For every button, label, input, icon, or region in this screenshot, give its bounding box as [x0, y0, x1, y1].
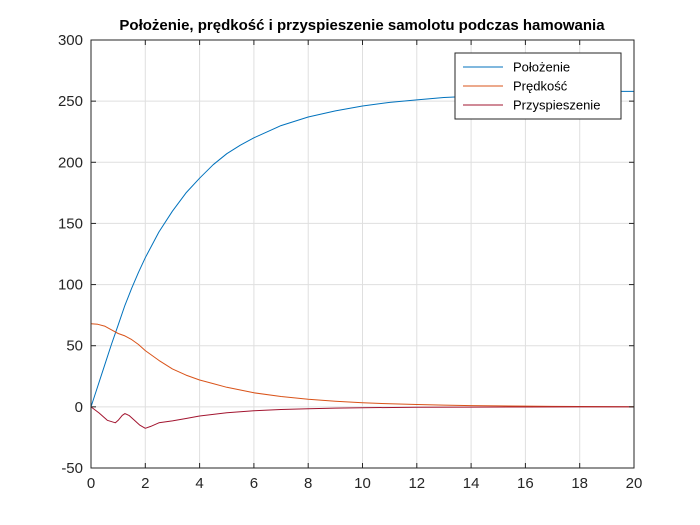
y-tick-label: 300 [58, 32, 83, 49]
legend: Położenie Prędkość Przyspieszenie [454, 52, 622, 120]
legend-label-3: Przyspieszenie [513, 98, 600, 113]
x-tick-label: 16 [517, 475, 534, 492]
series-line-3 [90, 406, 634, 429]
series-line-2 [90, 323, 635, 408]
x-tick-label: 2 [141, 475, 149, 492]
chart-title: Położenie, prędkość i przyspieszenie sam… [119, 17, 605, 34]
x-tick-label: 12 [408, 475, 425, 492]
y-tick-label: 100 [58, 277, 83, 294]
y-tick-label: -50 [61, 460, 83, 477]
y-tick-label: 250 [58, 93, 83, 110]
legend-label-1: Położenie [513, 60, 570, 75]
x-tick-label: 20 [626, 475, 643, 492]
y-tick-label: 0 [75, 399, 83, 416]
legend-box [454, 52, 622, 120]
x-tick-label: 8 [304, 475, 312, 492]
y-tick-label: 150 [58, 215, 83, 232]
y-tick-label: 50 [66, 338, 83, 355]
x-tick-label: 10 [354, 475, 371, 492]
y-tick-label: 200 [58, 154, 83, 171]
x-tick-label: 18 [571, 475, 588, 492]
x-tick-label: 0 [87, 475, 95, 492]
x-tick-label: 14 [463, 475, 480, 492]
legend-label-2: Prędkość [513, 79, 568, 94]
x-tick-label: 6 [250, 475, 258, 492]
x-tick-label: 4 [195, 475, 203, 492]
